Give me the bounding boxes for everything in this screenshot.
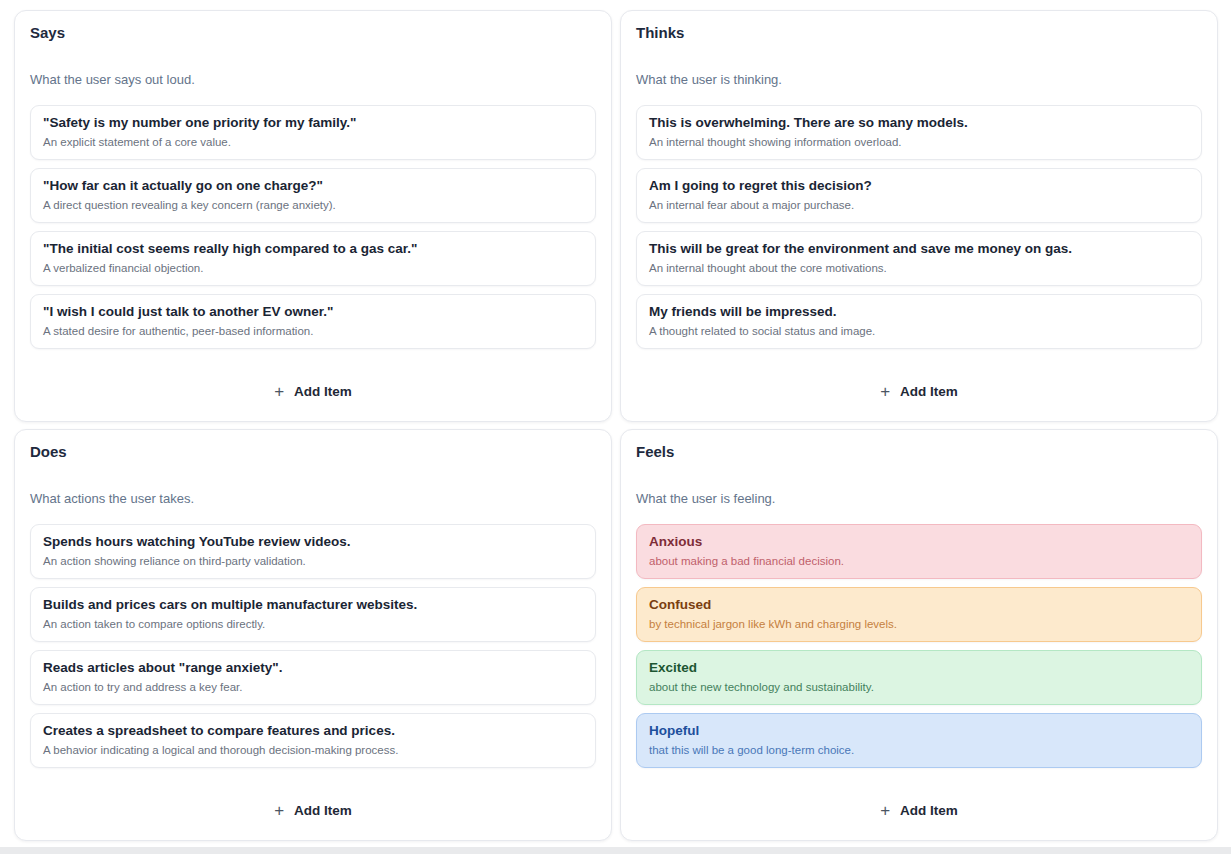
item-list: This is overwhelming. There are so many … xyxy=(636,105,1202,349)
quadrant-title: Does xyxy=(30,442,596,462)
item-title: "The initial cost seems really high comp… xyxy=(43,240,583,258)
list-item[interactable]: My friends will be impressed. A thought … xyxy=(636,294,1202,349)
item-description: An internal thought about the core motiv… xyxy=(649,261,1189,276)
list-item-excited[interactable]: Excited about the new technology and sus… xyxy=(636,650,1202,705)
plus-icon: + xyxy=(880,383,890,400)
quadrant-says-card: Says What the user says out loud. "Safet… xyxy=(14,10,612,422)
item-title: My friends will be impressed. xyxy=(649,303,1189,321)
item-title: Hopeful xyxy=(649,722,1189,740)
item-description: An internal thought showing information … xyxy=(649,135,1189,150)
item-title: "I wish I could just talk to another EV … xyxy=(43,303,583,321)
quadrant-does-card: Does What actions the user takes. Spends… xyxy=(14,429,612,841)
quadrant-title: Thinks xyxy=(636,23,1202,43)
list-item-hopeful[interactable]: Hopeful that this will be a good long-te… xyxy=(636,713,1202,768)
item-title: Creates a spreadsheet to compare feature… xyxy=(43,722,583,740)
item-description: A direct question revealing a key concer… xyxy=(43,198,583,213)
item-title: This will be great for the environment a… xyxy=(649,240,1189,258)
quadrant-title: Feels xyxy=(636,442,1202,462)
quadrant-subtitle: What the user is thinking. xyxy=(636,71,1202,89)
item-title: Excited xyxy=(649,659,1189,677)
quadrant-thinks-card: Thinks What the user is thinking. This i… xyxy=(620,10,1218,422)
item-description: by technical jargon like kWh and chargin… xyxy=(649,617,1189,632)
item-description: A verbalized financial objection. xyxy=(43,261,583,276)
quadrant-subtitle: What the user is feeling. xyxy=(636,490,1202,508)
item-title: "Safety is my number one priority for my… xyxy=(43,114,583,132)
item-title: This is overwhelming. There are so many … xyxy=(649,114,1189,132)
item-description: A thought related to social status and i… xyxy=(649,324,1189,339)
list-item[interactable]: Builds and prices cars on multiple manuf… xyxy=(30,587,596,642)
add-item-button[interactable]: + Add Item xyxy=(260,792,366,828)
item-list: "Safety is my number one priority for my… xyxy=(30,105,596,349)
add-item-label: Add Item xyxy=(900,803,958,818)
item-description: that this will be a good long-term choic… xyxy=(649,743,1189,758)
item-title: Confused xyxy=(649,596,1189,614)
item-list: Anxious about making a bad financial dec… xyxy=(636,524,1202,768)
item-description: about making a bad financial decision. xyxy=(649,554,1189,569)
quadrant-subtitle: What actions the user takes. xyxy=(30,490,596,508)
add-item-button[interactable]: + Add Item xyxy=(866,373,972,409)
add-item-label: Add Item xyxy=(294,803,352,818)
item-list: Spends hours watching YouTube review vid… xyxy=(30,524,596,768)
list-item-anxious[interactable]: Anxious about making a bad financial dec… xyxy=(636,524,1202,579)
plus-icon: + xyxy=(880,802,890,819)
item-title: "How far can it actually go on one charg… xyxy=(43,177,583,195)
list-item[interactable]: "The initial cost seems really high comp… xyxy=(30,231,596,286)
list-item[interactable]: "How far can it actually go on one charg… xyxy=(30,168,596,223)
item-description: A behavior indicating a logical and thor… xyxy=(43,743,583,758)
list-item-confused[interactable]: Confused by technical jargon like kWh an… xyxy=(636,587,1202,642)
item-description: An action taken to compare options direc… xyxy=(43,617,583,632)
page-bottom-divider xyxy=(0,847,1231,854)
quadrant-title: Says xyxy=(30,23,596,43)
list-item[interactable]: Creates a spreadsheet to compare feature… xyxy=(30,713,596,768)
item-description: An internal fear about a major purchase. xyxy=(649,198,1189,213)
quadrant-subtitle: What the user says out loud. xyxy=(30,71,596,89)
list-item[interactable]: This is overwhelming. There are so many … xyxy=(636,105,1202,160)
list-item[interactable]: Am I going to regret this decision? An i… xyxy=(636,168,1202,223)
list-item[interactable]: "Safety is my number one priority for my… xyxy=(30,105,596,160)
item-title: Reads articles about "range anxiety". xyxy=(43,659,583,677)
item-title: Builds and prices cars on multiple manuf… xyxy=(43,596,583,614)
item-description: An explicit statement of a core value. xyxy=(43,135,583,150)
empathy-map-board: Says What the user says out loud. "Safet… xyxy=(0,0,1231,841)
plus-icon: + xyxy=(274,802,284,819)
item-description: An action to try and address a key fear. xyxy=(43,680,583,695)
item-title: Anxious xyxy=(649,533,1189,551)
item-title: Spends hours watching YouTube review vid… xyxy=(43,533,583,551)
quadrant-feels-card: Feels What the user is feeling. Anxious … xyxy=(620,429,1218,841)
item-title: Am I going to regret this decision? xyxy=(649,177,1189,195)
list-item[interactable]: "I wish I could just talk to another EV … xyxy=(30,294,596,349)
add-item-button[interactable]: + Add Item xyxy=(866,792,972,828)
item-description: An action showing reliance on third-part… xyxy=(43,554,583,569)
add-item-label: Add Item xyxy=(294,384,352,399)
item-description: A stated desire for authentic, peer-base… xyxy=(43,324,583,339)
add-item-button[interactable]: + Add Item xyxy=(260,373,366,409)
item-description: about the new technology and sustainabil… xyxy=(649,680,1189,695)
list-item[interactable]: Reads articles about "range anxiety". An… xyxy=(30,650,596,705)
add-item-label: Add Item xyxy=(900,384,958,399)
plus-icon: + xyxy=(274,383,284,400)
list-item[interactable]: Spends hours watching YouTube review vid… xyxy=(30,524,596,579)
list-item[interactable]: This will be great for the environment a… xyxy=(636,231,1202,286)
